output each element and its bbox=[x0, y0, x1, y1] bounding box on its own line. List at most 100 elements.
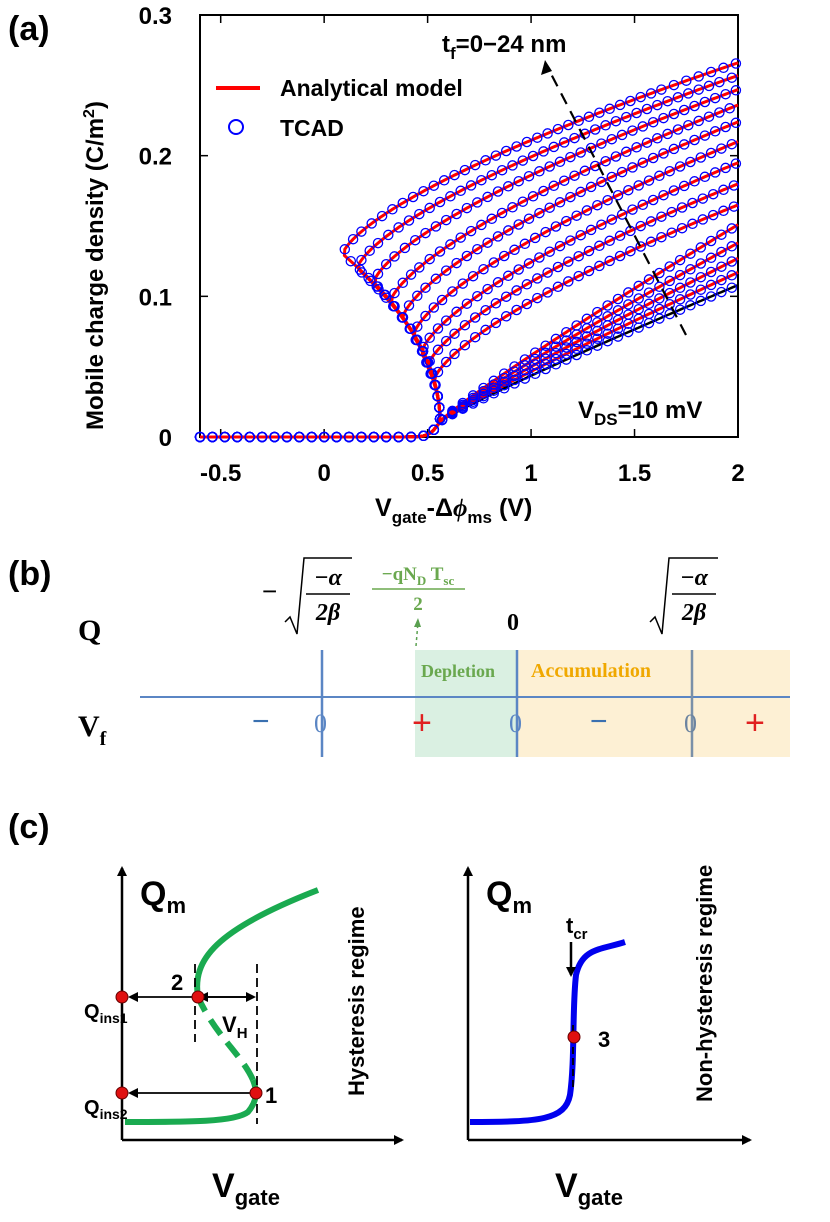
negative-root-expression: − −α 2β bbox=[262, 557, 352, 635]
tcad-marker bbox=[637, 157, 649, 168]
qnd-denominator: 2 bbox=[413, 594, 423, 615]
tcad-marker bbox=[503, 225, 514, 236]
tcad-marker bbox=[627, 204, 638, 215]
qnd-pointer-head bbox=[414, 618, 421, 627]
tcad-marker bbox=[714, 76, 725, 88]
tcad-marker bbox=[623, 184, 634, 196]
tcad-marker bbox=[697, 193, 709, 204]
tcad-marker bbox=[656, 231, 667, 243]
tcad-marker bbox=[718, 62, 729, 74]
tcad-marker bbox=[656, 211, 667, 222]
tcad-marker bbox=[451, 306, 462, 318]
tcad-marker bbox=[231, 431, 243, 443]
tcad-marker bbox=[571, 343, 582, 355]
tcad-marker bbox=[480, 155, 491, 166]
tcad-marker bbox=[500, 145, 512, 157]
tcad-marker bbox=[633, 303, 644, 315]
tcad-marker bbox=[695, 271, 707, 283]
tcad-marker bbox=[476, 219, 487, 231]
tcad-marker bbox=[726, 223, 738, 234]
tcad-marker bbox=[414, 208, 425, 220]
tcad-marker bbox=[561, 326, 572, 338]
tcad-marker bbox=[424, 202, 435, 214]
tcad-marker bbox=[685, 264, 696, 275]
tcad-marker bbox=[689, 100, 700, 112]
tcad-marker bbox=[592, 317, 603, 328]
tcad-marker bbox=[602, 311, 613, 322]
tcad-marker bbox=[726, 241, 738, 252]
tcad-marker bbox=[709, 92, 721, 104]
tcad-marker bbox=[558, 175, 570, 186]
tcad-marker bbox=[532, 132, 543, 143]
tcad-marker bbox=[281, 431, 293, 443]
tcad-marker bbox=[633, 293, 644, 304]
tcad-marker bbox=[449, 348, 460, 360]
tcad-marker bbox=[519, 354, 531, 365]
non-hysteresis-regime-label: Non-hysteresis regime bbox=[692, 865, 717, 1102]
tcad-marker bbox=[631, 107, 642, 119]
tcad-marker bbox=[730, 58, 742, 69]
tcad-marker bbox=[403, 215, 415, 226]
tcad-marker bbox=[490, 317, 502, 329]
tcad-marker bbox=[432, 390, 444, 402]
tcad-marker bbox=[705, 235, 717, 247]
qins1-label: Qins1 bbox=[84, 1001, 128, 1026]
tcad-marker bbox=[371, 281, 382, 292]
tcad-marker bbox=[614, 250, 626, 262]
tcr-label: tcr bbox=[566, 913, 588, 943]
tcad-marker bbox=[356, 267, 368, 278]
switch-point-2 bbox=[191, 990, 205, 1004]
tcad-marker bbox=[412, 321, 423, 332]
inflection-point-3 bbox=[567, 1030, 581, 1044]
tcad-marker bbox=[579, 165, 591, 177]
tcad-marker bbox=[623, 309, 634, 320]
panel-a-label: (a) bbox=[8, 10, 50, 48]
tcad-marker bbox=[492, 277, 504, 288]
left-y-label: Qm bbox=[140, 875, 186, 918]
tcad-marker bbox=[674, 282, 686, 294]
tcad-marker bbox=[544, 202, 555, 213]
tcad-marker bbox=[720, 88, 731, 100]
tcad-marker bbox=[583, 245, 595, 257]
sign-zero-1: 0 bbox=[314, 709, 327, 738]
tcad-marker bbox=[602, 328, 613, 339]
sign-zero-2: 0 bbox=[509, 709, 522, 738]
tcad-marker bbox=[705, 66, 717, 78]
tcad-marker bbox=[447, 405, 458, 417]
tcad-marker bbox=[730, 117, 742, 129]
tcad-marker bbox=[627, 162, 638, 173]
tcad-marker bbox=[705, 279, 717, 291]
tcad-marker bbox=[486, 169, 498, 181]
tcad-marker bbox=[602, 300, 613, 311]
x-tick-labels: -0.5 0 0.5 1 1.5 2 bbox=[200, 460, 745, 487]
tcad-marker bbox=[496, 207, 508, 219]
tcad-marker bbox=[695, 242, 707, 253]
tcad-marker bbox=[612, 331, 624, 342]
q-label: Q bbox=[78, 614, 101, 647]
tcad-marker bbox=[583, 265, 595, 277]
tcad-marker bbox=[523, 213, 535, 224]
point-1-label: 1 bbox=[265, 1083, 277, 1108]
tcad-marker bbox=[380, 431, 392, 443]
tcad-marker bbox=[575, 186, 586, 198]
tcad-marker bbox=[612, 293, 624, 305]
tcad-marker bbox=[716, 143, 727, 154]
tcad-marker bbox=[432, 366, 444, 378]
tcad-marker bbox=[407, 191, 419, 203]
tcad-marker bbox=[637, 199, 649, 211]
tcad-marker bbox=[707, 188, 719, 200]
model-curve bbox=[200, 88, 739, 439]
tcad-marker bbox=[459, 164, 471, 176]
tcad-marker bbox=[552, 281, 564, 293]
tcad-marker bbox=[540, 226, 551, 238]
tcad-marker bbox=[569, 132, 580, 144]
tcad-marker bbox=[705, 266, 717, 278]
tcad-marker bbox=[417, 345, 429, 357]
qins1-point bbox=[115, 990, 129, 1004]
depletion-label: Depletion bbox=[421, 661, 495, 681]
tcad-marker bbox=[500, 311, 512, 322]
tcad-marker bbox=[689, 176, 700, 187]
tcad-marker bbox=[581, 205, 593, 216]
tcad-marker bbox=[436, 294, 448, 306]
